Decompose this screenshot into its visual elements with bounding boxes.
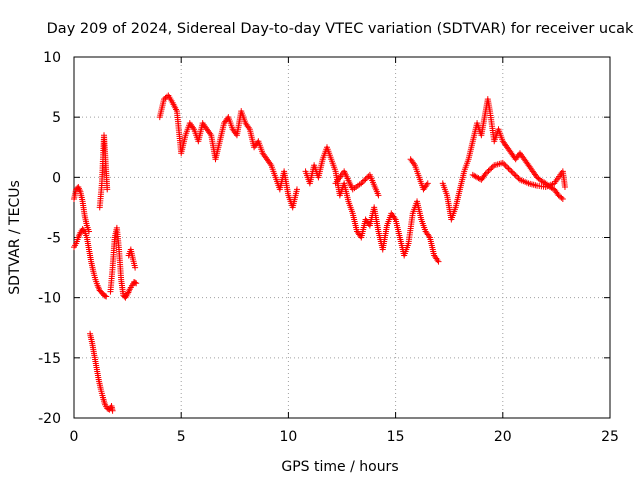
data-point: [476, 175, 483, 182]
chart-title: Day 209 of 2024, Sidereal Day-to-day VTE…: [47, 21, 634, 37]
data-point: [499, 159, 506, 166]
data-point: [109, 407, 116, 414]
data-point: [559, 195, 566, 202]
data-point: [80, 227, 87, 234]
data-point: [509, 169, 516, 176]
data-point: [514, 173, 521, 180]
data-point: [504, 164, 511, 171]
x-axis-label: GPS time / hours: [281, 459, 398, 475]
data-point: [132, 264, 139, 271]
data-point: [358, 180, 365, 187]
y-axis-label: SDTVAR / TECUs: [7, 180, 23, 295]
x-tick-label: 0: [70, 429, 79, 445]
data-point: [511, 171, 518, 178]
data-point: [558, 194, 565, 201]
data-point: [484, 169, 491, 176]
x-tick-label: 20: [494, 429, 512, 445]
data-point: [501, 161, 508, 168]
x-tick-label: 15: [387, 429, 405, 445]
x-tick-label: 10: [279, 429, 297, 445]
data-point: [359, 178, 366, 185]
data-point: [163, 93, 170, 100]
axis-ticks: 0 5 10 15 20 25 -20 -15 -10 -5 0 5 10: [38, 50, 619, 445]
data-point: [488, 165, 495, 172]
y-tick-label: -20: [38, 411, 61, 427]
plot-frame: [73, 56, 611, 419]
data-point: [489, 163, 496, 170]
data-point: [561, 183, 568, 190]
data-point: [132, 279, 139, 286]
data-point: [508, 168, 515, 175]
data-point: [362, 176, 369, 183]
y-tick-label: -5: [47, 231, 61, 247]
data-point: [104, 186, 111, 193]
y-tick-label: -10: [38, 291, 61, 307]
x-tick-label: 5: [177, 429, 186, 445]
data-point: [486, 166, 493, 173]
data-point: [361, 177, 368, 184]
data-point: [364, 174, 371, 181]
data-point: [506, 166, 513, 173]
data-point: [102, 292, 109, 299]
data-point: [485, 167, 492, 174]
data-points: [71, 92, 568, 414]
y-tick-label: -15: [38, 351, 61, 367]
data-point: [505, 165, 512, 172]
x-tick-label: 25: [601, 429, 619, 445]
data-point: [482, 170, 489, 177]
y-tick-label: 10: [43, 50, 61, 66]
data-point: [293, 186, 300, 193]
data-point: [502, 162, 509, 169]
data-point: [103, 293, 110, 300]
data-point: [375, 192, 382, 199]
data-point: [424, 180, 431, 187]
data-point: [133, 280, 140, 287]
grid: [74, 57, 610, 418]
data-point: [515, 175, 522, 182]
y-tick-label: 0: [52, 170, 61, 186]
y-tick-label: 5: [52, 110, 61, 126]
data-point: [435, 258, 442, 265]
data-point: [512, 172, 519, 179]
